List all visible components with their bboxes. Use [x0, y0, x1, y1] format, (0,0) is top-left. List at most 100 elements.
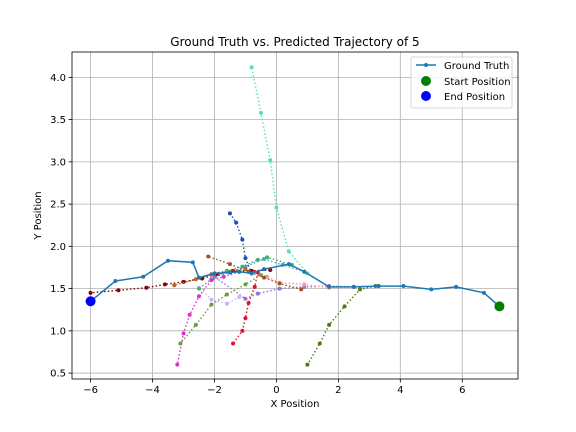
prediction-point [317, 341, 322, 346]
prediction-point [277, 281, 282, 286]
prediction-line-13 [250, 67, 308, 274]
prediction-point [268, 268, 273, 272]
prediction-point [196, 294, 201, 299]
legend-start-marker [421, 76, 431, 86]
start-position-marker [494, 301, 505, 312]
prediction-point [327, 322, 332, 327]
prediction-point [262, 275, 267, 280]
legend-start-label: Start Position [444, 77, 511, 88]
series-layer [88, 65, 502, 367]
x-tick-label: 4 [397, 385, 403, 396]
ground-truth-point [196, 275, 201, 280]
prediction-point [227, 262, 232, 267]
prediction-point [116, 288, 121, 293]
x-axis-label: X Position [271, 399, 320, 410]
legend-ground-truth-label: Ground Truth [444, 61, 509, 72]
prediction-point [268, 158, 273, 163]
prediction-point [240, 264, 245, 269]
y-tick-label: 0.5 [50, 369, 66, 380]
prediction-point [144, 285, 149, 290]
prediction-point [88, 290, 93, 295]
ground-truth-point [401, 284, 406, 289]
x-tick-label: 2 [335, 385, 341, 396]
y-tick-label: 2.5 [50, 200, 66, 211]
y-axis-ticks: 0.5 1.0 1.5 2.0 2.5 3.0 3.5 4.0 [50, 73, 72, 380]
prediction-point [209, 297, 214, 302]
ground-truth-point [212, 271, 217, 276]
x-tick-label: −2 [207, 385, 222, 396]
ground-truth-point [376, 284, 381, 289]
prediction-point [252, 284, 257, 289]
ground-truth-point [429, 287, 434, 292]
position-markers [85, 296, 505, 312]
ground-truth-point [190, 260, 195, 265]
y-tick-label: 2.0 [50, 242, 66, 253]
prediction-point [227, 211, 232, 216]
ground-truth-point [262, 267, 267, 272]
x-tick-label: −4 [145, 385, 160, 396]
prediction-point [224, 301, 229, 306]
prediction-point [224, 268, 229, 273]
ground-truth-point [141, 274, 146, 279]
prediction-point [181, 331, 186, 336]
x-axis-ticks: −6 −4 −2 0 2 4 6 [83, 379, 465, 396]
prediction-point [299, 287, 304, 292]
prediction-point [243, 256, 248, 261]
prediction-point [187, 312, 192, 317]
prediction-point [255, 291, 260, 296]
y-axis-label: Y Position [33, 191, 44, 240]
ground-truth-point [113, 278, 118, 283]
prediction-point [277, 286, 282, 291]
prediction-line-10 [232, 272, 259, 344]
prediction-point [240, 328, 245, 333]
ground-truth-point [302, 269, 307, 274]
prediction-point [206, 254, 211, 259]
prediction-point [237, 295, 242, 300]
prediction-point [243, 316, 248, 321]
prediction-point [224, 292, 229, 297]
prediction-point [255, 257, 260, 262]
prediction-point [265, 255, 270, 260]
y-tick-label: 3.5 [50, 115, 66, 126]
ground-truth-point [351, 284, 356, 289]
prediction-point [243, 296, 248, 301]
prediction-point [181, 279, 186, 284]
prediction-point [196, 286, 201, 291]
prediction-point [193, 322, 198, 327]
prediction-line-8 [229, 213, 253, 274]
prediction-point [240, 237, 245, 242]
prediction-point [258, 110, 263, 115]
ground-truth-point [454, 284, 459, 289]
prediction-line-12 [179, 274, 262, 344]
prediction-point [302, 282, 307, 287]
chart-title: Ground Truth vs. Predicted Trajectory of… [170, 35, 419, 49]
prediction-point [243, 282, 248, 287]
legend-end-label: End Position [444, 92, 505, 103]
prediction-point [162, 282, 167, 287]
ground-truth-point [237, 269, 242, 274]
prediction-point [175, 362, 180, 367]
prediction-point [231, 341, 236, 346]
y-tick-label: 1.0 [50, 326, 66, 337]
prediction-line-5 [90, 269, 271, 294]
prediction-point [234, 220, 239, 225]
prediction-point [274, 205, 279, 210]
prediction-point [286, 249, 291, 254]
prediction-line-6 [208, 255, 302, 291]
ground-truth-point [166, 258, 171, 263]
prediction-point [221, 274, 226, 279]
y-tick-label: 1.5 [50, 284, 66, 295]
ground-truth-point [327, 284, 332, 289]
plot-frame [71, 51, 519, 380]
prediction-point [243, 267, 248, 272]
y-tick-label: 3.0 [50, 157, 66, 168]
prediction-point [258, 273, 263, 278]
prediction-point [305, 362, 310, 367]
prediction-point [209, 302, 214, 307]
ground-truth-point [227, 270, 232, 275]
y-tick-label: 4.0 [50, 73, 66, 84]
prediction-point [193, 277, 198, 282]
end-position-marker [85, 296, 96, 307]
ground-truth-point [286, 262, 291, 267]
